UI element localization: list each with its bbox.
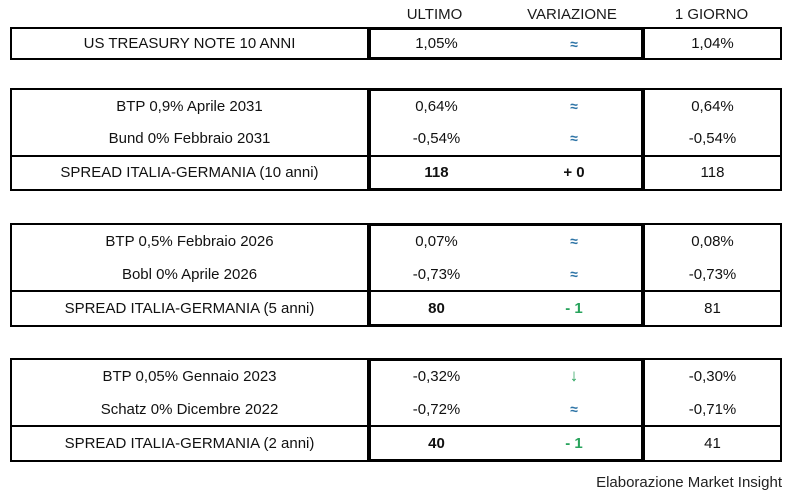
spread-giorno-value: 118 (643, 156, 780, 189)
variation-down-arrow-icon: ↓ (569, 366, 579, 386)
table-row: US TREASURY NOTE 10 ANNI 1,05% ≈ 1,04% (12, 29, 780, 58)
table-us-treasury: US TREASURY NOTE 10 ANNI 1,05% ≈ 1,04% (10, 27, 782, 60)
ultimo-value: 1,05% (415, 35, 458, 52)
spread-ultimo-value: 80 (428, 300, 445, 318)
variation-approx-icon: ≈ (570, 98, 578, 115)
table-row: Bobl 0% Aprile 2026 -0,73% ≈ -0,73% (12, 257, 780, 291)
spread-variation-value: - 1 (565, 435, 583, 453)
table-5-anni: BTP 0,5% Febbraio 2026 0,07% ≈ 0,08% Bob… (10, 223, 782, 327)
table-row: BTP 0,9% Aprile 2031 0,64% ≈ 0,64% (12, 90, 780, 123)
ultimo-value: 0,64% (415, 97, 458, 115)
giorno-value: -0,54% (643, 122, 780, 155)
instrument-label: US TREASURY NOTE 10 ANNI (12, 29, 368, 58)
ultimo-value: -0,54% (412, 129, 461, 147)
giorno-value: 0,08% (643, 225, 780, 258)
table-row: BTP 0,5% Febbraio 2026 0,07% ≈ 0,08% (12, 225, 780, 258)
table-row: Schatz 0% Dicembre 2022 -0,72% ≈ -0,71% (12, 392, 780, 426)
giorno-value: -0,30% (643, 360, 780, 393)
column-header-ultimo: ULTIMO (406, 5, 463, 23)
ultimo-value: -0,72% (412, 400, 461, 418)
instrument-label: BTP 0,05% Gennaio 2023 (12, 360, 368, 393)
table-2-anni: BTP 0,05% Gennaio 2023 -0,32% ↓ -0,30% S… (10, 358, 782, 462)
spread-label: SPREAD ITALIA-GERMANIA (10 anni) (12, 156, 368, 189)
spread-giorno-value: 41 (643, 427, 780, 461)
variation-approx-icon: ≈ (570, 130, 578, 147)
spread-ultimo-value: 118 (424, 164, 449, 182)
instrument-label: Schatz 0% Dicembre 2022 (12, 392, 368, 426)
giorno-value: -0,73% (643, 257, 780, 291)
spread-row: SPREAD ITALIA-GERMANIA (10 anni) 118 + 0… (12, 154, 780, 189)
spread-row: SPREAD ITALIA-GERMANIA (5 anni) 80 - 1 8… (12, 290, 780, 326)
column-header-variazione: VARIAZIONE (527, 5, 617, 23)
source-credit: Elaborazione Market Insight (596, 474, 782, 491)
ultimo-value: -0,73% (412, 265, 461, 283)
instrument-label: Bobl 0% Aprile 2026 (12, 257, 368, 291)
table-row: Bund 0% Febbraio 2031 -0,54% ≈ -0,54% (12, 122, 780, 155)
giorno-value: 1,04% (643, 29, 780, 58)
giorno-value: -0,71% (643, 392, 780, 426)
variation-approx-icon: ≈ (570, 35, 578, 52)
instrument-label: Bund 0% Febbraio 2031 (12, 122, 368, 155)
variation-approx-icon: ≈ (570, 401, 578, 417)
variation-approx-icon: ≈ (570, 266, 578, 282)
spread-variation-value: + 0 (563, 164, 585, 182)
header-spacer (10, 4, 366, 24)
spread-label: SPREAD ITALIA-GERMANIA (5 anni) (12, 292, 368, 326)
spread-giorno-value: 81 (643, 292, 780, 326)
variation-approx-icon: ≈ (570, 233, 578, 250)
instrument-label: BTP 0,5% Febbraio 2026 (12, 225, 368, 258)
ultimo-value: 0,07% (415, 232, 458, 250)
table-row: BTP 0,05% Gennaio 2023 -0,32% ↓ -0,30% (12, 360, 780, 393)
column-header-giorno: 1 GIORNO (674, 5, 749, 23)
spread-ultimo-value: 40 (428, 435, 445, 453)
spread-row: SPREAD ITALIA-GERMANIA (2 anni) 40 - 1 4… (12, 425, 780, 461)
table-10-anni: BTP 0,9% Aprile 2031 0,64% ≈ 0,64% Bund … (10, 88, 782, 191)
ultimo-value: -0,32% (412, 367, 461, 385)
column-header-row: ULTIMO VARIAZIONE 1 GIORNO (10, 4, 782, 24)
spread-variation-value: - 1 (565, 300, 583, 318)
giorno-value: 0,64% (643, 90, 780, 123)
instrument-label: BTP 0,9% Aprile 2031 (12, 90, 368, 123)
spread-label: SPREAD ITALIA-GERMANIA (2 anni) (12, 427, 368, 461)
